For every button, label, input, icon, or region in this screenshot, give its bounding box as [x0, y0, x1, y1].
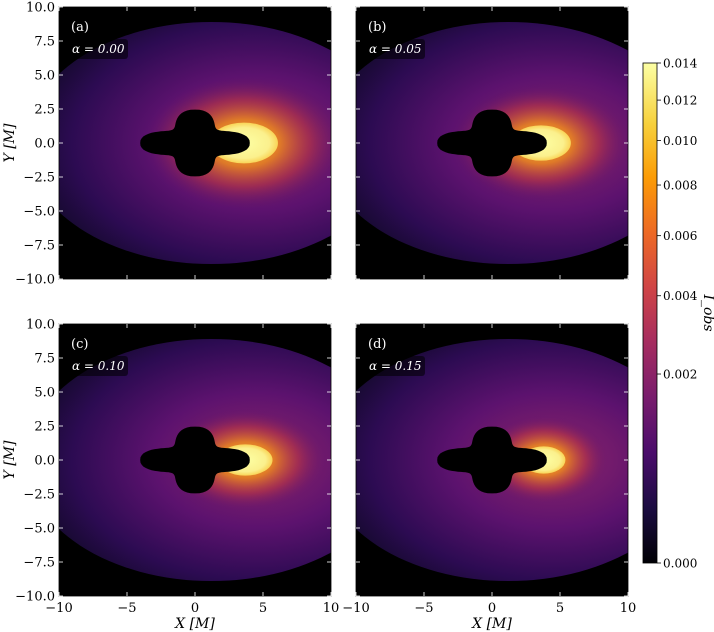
- y-tick-label: 2.5: [34, 103, 55, 118]
- alpha-value: α = 0.05: [369, 42, 422, 56]
- colorbar-tick-label: 0.008: [663, 179, 697, 193]
- x-tick-label: 0: [488, 601, 496, 616]
- y-tick-label: 2.5: [34, 420, 55, 435]
- black-hole-shadow: [140, 426, 250, 494]
- colorbar-tick-label: 0.006: [663, 229, 697, 243]
- panel-label: (c): [71, 337, 88, 352]
- y-tick-label: −10.0: [15, 273, 55, 288]
- y-tick-label: 5.0: [34, 386, 55, 401]
- colorbar-tick-label: 0.000: [663, 557, 697, 571]
- x-tick-label: −10: [342, 601, 369, 616]
- x-tick-label: 10: [323, 601, 340, 616]
- panel-c: (c) α = 0.10 −10 −5 0 5 10 10.0 7.5 5.0 2.5 0.0 −2.5…: [2, 318, 340, 632]
- y-tick-label: 0.0: [34, 454, 55, 469]
- y-tick-label: 7.5: [34, 35, 55, 50]
- colorbar-tick-label: 0.010: [663, 134, 697, 148]
- black-hole-shadow: [140, 109, 250, 177]
- panel-b: (b) α = 0.05: [355, 6, 629, 280]
- y-tick-label: 0.0: [34, 137, 55, 152]
- panel-a: (a) α = 0.00 10.0 7.5 5.0 2.5 0.0 −2.5 −5.0 −7.5 −…: [2, 1, 332, 288]
- black-hole-shadow: [437, 426, 547, 494]
- x-axis-label: X [M]: [174, 616, 215, 632]
- colorbar-label: I_obs: [700, 293, 714, 331]
- alpha-box: [365, 356, 425, 376]
- x-tick-label: 5: [556, 601, 564, 616]
- alpha-box: [68, 356, 128, 376]
- y-tick-label: −7.5: [23, 556, 55, 571]
- alpha-box: [365, 39, 425, 59]
- alpha-value: α = 0.00: [72, 42, 125, 56]
- x-axis-label: X [M]: [471, 616, 512, 632]
- y-tick-label: −2.5: [23, 171, 55, 186]
- alpha-box: [68, 39, 128, 59]
- panel-label: (a): [71, 20, 89, 35]
- y-axis-label: Y [M]: [2, 123, 18, 162]
- panels: (a) α = 0.00 10.0 7.5 5.0 2.5 0.0 −2.5 −5.0 −7.5 −…: [2, 1, 637, 632]
- alpha-value: α = 0.10: [72, 359, 125, 373]
- y-tick-label: 7.5: [34, 352, 55, 367]
- x-tick-label: 5: [259, 601, 267, 616]
- y-tick-label: −2.5: [23, 488, 55, 503]
- alpha-value: α = 0.15: [369, 359, 422, 373]
- x-tick-label: 0: [191, 601, 199, 616]
- panel-label: (b): [368, 20, 386, 35]
- panel-label: (d): [368, 337, 386, 352]
- colorbar-scale: [642, 62, 658, 564]
- colorbar: 0.014 0.012 0.010 0.008 0.006 0.004 0.002 0.000…: [642, 57, 714, 571]
- y-tick-label: 10.0: [26, 1, 55, 16]
- y-tick-label: −5.0: [23, 522, 55, 537]
- y-tick-label: −10.0: [15, 590, 55, 605]
- x-tick-label: −5: [117, 601, 136, 616]
- x-tick-label: 10: [620, 601, 637, 616]
- y-axis-label: Y [M]: [2, 440, 18, 479]
- y-tick-label: 5.0: [34, 69, 55, 84]
- panel-d: (d) α = 0.15 −10 −5 0 5 10 X [M]: [342, 323, 637, 632]
- colorbar-tick-label: 0.002: [663, 368, 697, 382]
- colorbar-tick-label: 0.012: [663, 94, 697, 108]
- x-tick-label: −5: [414, 601, 433, 616]
- colorbar-tick-label: 0.004: [663, 289, 698, 303]
- black-hole-shadow: [437, 109, 547, 177]
- x-tick-label: −10: [45, 601, 72, 616]
- y-tick-label: −7.5: [23, 239, 55, 254]
- y-tick-label: −5.0: [23, 205, 55, 220]
- colorbar-tick-label: 0.014: [663, 57, 698, 71]
- y-tick-label: 10.0: [26, 318, 55, 333]
